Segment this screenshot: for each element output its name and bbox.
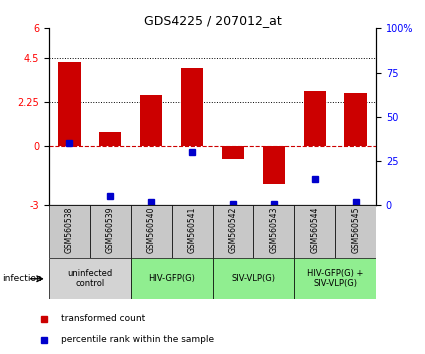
Bar	[99, 132, 122, 146]
Bar	[212, 258, 294, 299]
Bar	[294, 258, 376, 299]
Bar	[49, 205, 90, 258]
Bar	[49, 258, 131, 299]
Text: SIV-VLP(G): SIV-VLP(G)	[231, 274, 275, 283]
Text: HIV-GFP(G) +
SIV-VLP(G): HIV-GFP(G) + SIV-VLP(G)	[307, 269, 363, 289]
Text: percentile rank within the sample: percentile rank within the sample	[60, 335, 214, 344]
Bar	[222, 146, 244, 159]
Bar	[303, 91, 326, 146]
Text: GSM560542: GSM560542	[229, 207, 238, 253]
Text: GSM560544: GSM560544	[310, 207, 319, 253]
Bar	[131, 205, 172, 258]
Bar	[263, 146, 285, 184]
Text: infection: infection	[2, 274, 42, 283]
Bar	[131, 258, 212, 299]
Bar	[212, 205, 253, 258]
Text: GSM560539: GSM560539	[106, 207, 115, 253]
Text: transformed count: transformed count	[60, 314, 145, 323]
Text: HIV-GFP(G): HIV-GFP(G)	[148, 274, 195, 283]
Bar	[335, 205, 376, 258]
Bar	[58, 62, 81, 146]
Bar	[140, 95, 162, 146]
Text: GSM560538: GSM560538	[65, 207, 74, 253]
Bar	[90, 205, 131, 258]
Title: GDS4225 / 207012_at: GDS4225 / 207012_at	[144, 14, 281, 27]
Bar	[344, 93, 367, 146]
Bar	[253, 205, 294, 258]
Text: GSM560540: GSM560540	[147, 207, 156, 253]
Bar	[181, 68, 203, 146]
Text: GSM560545: GSM560545	[351, 207, 360, 253]
Bar	[172, 205, 212, 258]
Text: GSM560541: GSM560541	[187, 207, 196, 253]
Text: uninfected
control: uninfected control	[67, 269, 112, 289]
Bar	[294, 205, 335, 258]
Text: GSM560543: GSM560543	[269, 207, 278, 253]
